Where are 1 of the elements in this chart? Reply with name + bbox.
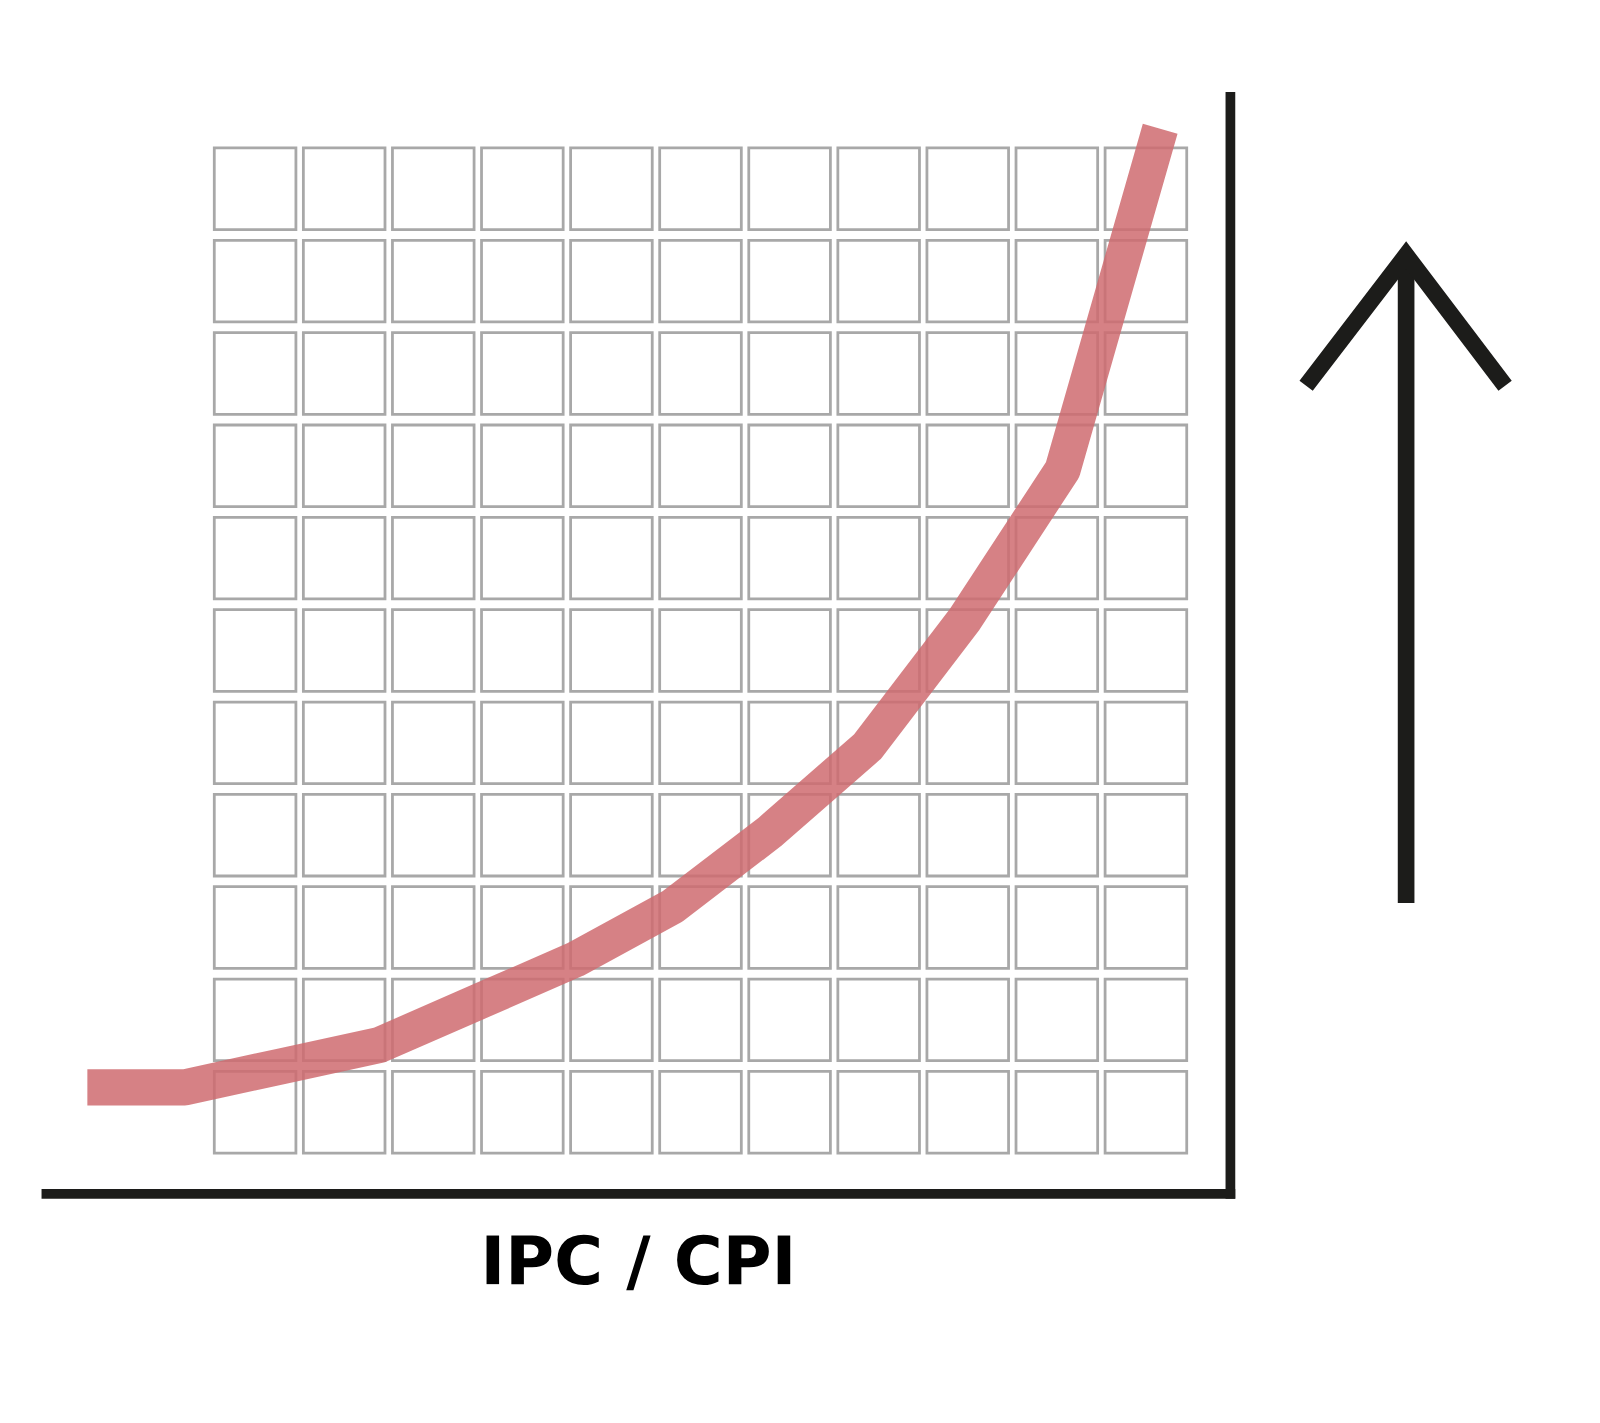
x-axis-title: IPC / CPI	[486, 1234, 791, 1291]
